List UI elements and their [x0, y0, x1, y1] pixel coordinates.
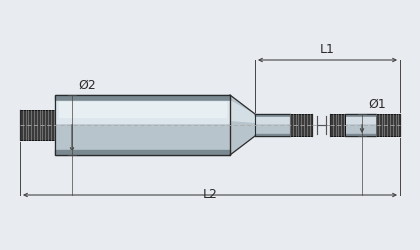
Text: L1: L1	[320, 43, 335, 56]
Text: Ø2: Ø2	[78, 78, 96, 92]
Text: L2: L2	[202, 188, 218, 201]
Polygon shape	[20, 110, 55, 140]
Polygon shape	[376, 114, 400, 136]
Polygon shape	[290, 114, 312, 136]
Text: Ø1: Ø1	[368, 98, 386, 110]
Polygon shape	[230, 100, 255, 123]
Polygon shape	[230, 95, 255, 155]
Polygon shape	[330, 114, 345, 136]
